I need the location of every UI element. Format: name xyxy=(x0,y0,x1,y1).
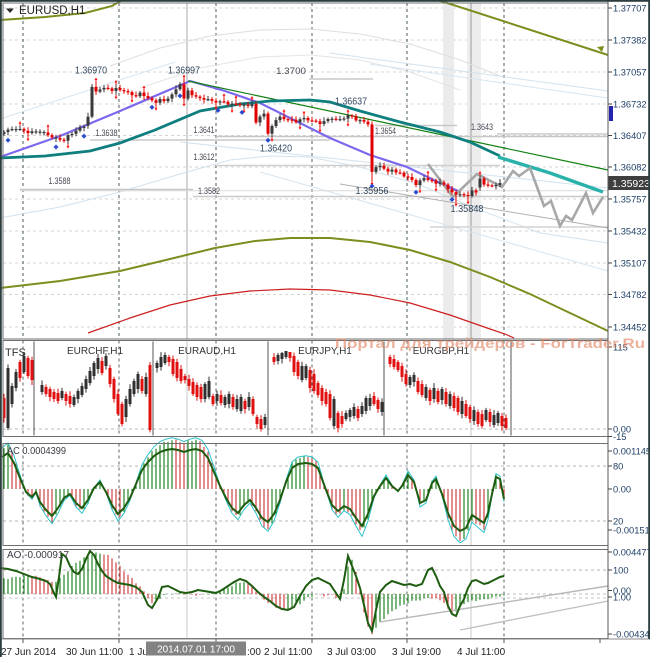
svg-text:1.35923: 1.35923 xyxy=(612,178,650,190)
svg-text:115: 115 xyxy=(613,343,628,353)
svg-text:1.37057: 1.37057 xyxy=(613,68,647,78)
svg-text:100: 100 xyxy=(613,566,629,576)
svg-text:1.3612: 1.3612 xyxy=(194,152,215,162)
svg-text:EURCHF,H1: EURCHF,H1 xyxy=(67,346,124,357)
svg-text:1.36970: 1.36970 xyxy=(75,65,107,77)
svg-text:2014.07.01 17:00: 2014.07.01 17:00 xyxy=(157,645,235,656)
svg-text:EURAUD,H1: EURAUD,H1 xyxy=(178,346,236,357)
svg-text:27 Jun 2014: 27 Jun 2014 xyxy=(1,647,56,658)
svg-text:1.35757: 1.35757 xyxy=(613,195,647,205)
svg-text:EURGBP,H1: EURGBP,H1 xyxy=(413,346,470,357)
svg-text:1.36082: 1.36082 xyxy=(613,163,647,173)
svg-text:1.36997: 1.36997 xyxy=(168,65,200,77)
svg-text::00: :00 xyxy=(247,647,261,658)
svg-text:4 Jul 11:00: 4 Jul 11:00 xyxy=(457,647,506,658)
svg-text:-0.001512: -0.001512 xyxy=(613,526,650,536)
svg-text:1.37382: 1.37382 xyxy=(613,36,647,46)
svg-text:1.3582: 1.3582 xyxy=(198,186,220,196)
svg-text:3 Jul 03:00: 3 Jul 03:00 xyxy=(327,647,376,658)
svg-text:3 Jul 19:00: 3 Jul 19:00 xyxy=(392,647,441,658)
svg-text:1.00: 1.00 xyxy=(613,593,631,603)
svg-text:-15: -15 xyxy=(613,432,626,442)
svg-text:1.34452: 1.34452 xyxy=(613,323,647,333)
svg-text:1 Ju: 1 Ju xyxy=(129,647,148,658)
svg-text:TFS: TFS xyxy=(5,347,26,359)
svg-text:20: 20 xyxy=(613,517,623,527)
svg-text:1.35107: 1.35107 xyxy=(613,259,647,269)
svg-text:1.3643: 1.3643 xyxy=(471,122,493,132)
svg-text:1.3700: 1.3700 xyxy=(276,66,306,77)
svg-text:2 Jul 11:00: 2 Jul 11:00 xyxy=(264,647,313,658)
svg-text:1.3588: 1.3588 xyxy=(49,176,71,186)
svg-text:1.36732: 1.36732 xyxy=(613,100,647,110)
svg-text:1.34782: 1.34782 xyxy=(613,290,647,300)
svg-text:0.004477: 0.004477 xyxy=(613,548,650,558)
svg-text:0.001145: 0.001145 xyxy=(613,447,650,457)
svg-text:1.3654: 1.3654 xyxy=(375,126,396,136)
svg-text:1.35432: 1.35432 xyxy=(613,227,647,237)
svg-text:1.36637: 1.36637 xyxy=(335,96,367,108)
svg-text:0.00: 0.00 xyxy=(613,485,631,495)
svg-text:Портал для трейдеров - ForTr: Портал для трейдеров - ForTrader.Ru xyxy=(335,335,645,351)
svg-text:EURJPY,H1: EURJPY,H1 xyxy=(298,346,352,357)
svg-text:1.35956: 1.35956 xyxy=(356,185,389,197)
svg-text:80: 80 xyxy=(613,462,623,472)
svg-text:1.3638: 1.3638 xyxy=(96,128,118,138)
svg-text:1.35848: 1.35848 xyxy=(451,203,484,215)
svg-text:AC 0.0004399: AC 0.0004399 xyxy=(7,446,66,457)
svg-text:1.37707: 1.37707 xyxy=(613,4,647,14)
svg-text:30 Jun 11:00: 30 Jun 11:00 xyxy=(66,647,124,658)
svg-text:0,00: 0,00 xyxy=(613,425,631,435)
svg-text:EURUSD,H1: EURUSD,H1 xyxy=(19,5,85,17)
svg-text:0,00: 0,00 xyxy=(613,586,631,596)
svg-text:AO -0.000917: AO -0.000917 xyxy=(7,550,69,561)
svg-text:1.36407: 1.36407 xyxy=(613,131,647,141)
svg-text:1.36420: 1.36420 xyxy=(260,143,292,155)
svg-text:1.3641: 1.3641 xyxy=(194,125,215,135)
